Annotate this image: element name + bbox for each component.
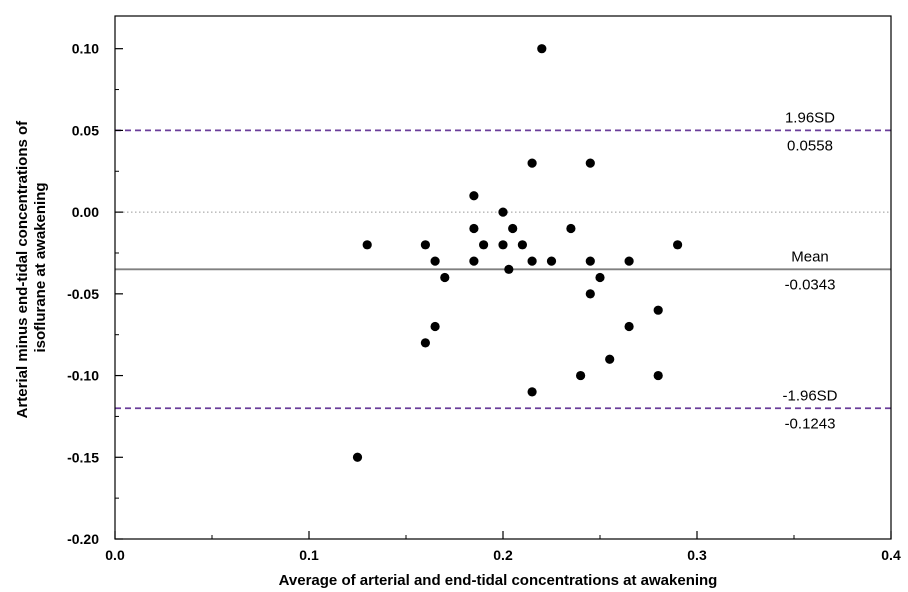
y-tick-label: 0.05 bbox=[72, 122, 99, 138]
data-point bbox=[362, 240, 372, 250]
y-tick-label: -0.15 bbox=[67, 449, 99, 465]
data-point bbox=[352, 452, 363, 462]
y-axis-title-line-1: Arterial minus end-tidal concentrations … bbox=[14, 120, 31, 419]
y-axis-title: Arterial minus end-tidal concentrations … bbox=[14, 117, 49, 419]
x-tick-label: 0.2 bbox=[493, 547, 513, 563]
upper-limit-label: 1.96SD bbox=[785, 109, 835, 126]
x-tick-label: 0.0 bbox=[105, 547, 125, 563]
data-point bbox=[546, 256, 557, 266]
upper-limit-value: 0.0558 bbox=[787, 137, 833, 154]
x-tick-label: 0.1 bbox=[299, 547, 319, 563]
data-point bbox=[576, 370, 586, 381]
plot-frame bbox=[114, 15, 892, 540]
data-point bbox=[585, 158, 595, 168]
mean-label: Mean bbox=[791, 248, 829, 265]
data-point bbox=[469, 191, 479, 201]
data-point bbox=[517, 240, 528, 250]
x-axis-ticks: 0.0 0.1 0.2 0.3 0.4 bbox=[105, 531, 901, 563]
data-point bbox=[498, 207, 508, 217]
data-point bbox=[469, 223, 479, 234]
data-point bbox=[537, 44, 547, 54]
lower-limit-value: -0.1243 bbox=[785, 415, 836, 432]
data-point bbox=[653, 305, 663, 315]
y-tick-label: 0.00 bbox=[72, 204, 99, 220]
reference-line-labels: 1.96SD 0.0558 Mean -0.0343 -1.96SD -0.1243 bbox=[782, 109, 837, 432]
reference-lines bbox=[115, 129, 891, 410]
data-point bbox=[566, 223, 576, 234]
data-point bbox=[469, 256, 479, 266]
data-point bbox=[508, 223, 518, 234]
data-point bbox=[504, 264, 514, 274]
data-point bbox=[527, 158, 537, 168]
x-tick-label: 0.4 bbox=[881, 547, 901, 563]
data-point bbox=[420, 240, 430, 250]
data-point bbox=[585, 289, 595, 299]
y-axis-title-line-2: isoflurane at awakening bbox=[32, 182, 49, 352]
data-points bbox=[352, 44, 683, 462]
data-point bbox=[673, 240, 683, 250]
data-point bbox=[430, 321, 440, 332]
data-point bbox=[595, 272, 605, 283]
data-point bbox=[440, 272, 450, 283]
data-point bbox=[479, 240, 489, 250]
lower-limit-label: -1.96SD bbox=[782, 387, 837, 404]
x-tick-label: 0.3 bbox=[687, 547, 707, 563]
data-point bbox=[605, 354, 615, 364]
data-point bbox=[653, 370, 663, 381]
data-point bbox=[624, 321, 634, 332]
data-point bbox=[430, 256, 440, 266]
x-axis-title: Average of arterial and end-tidal concen… bbox=[279, 572, 718, 589]
data-point bbox=[527, 387, 537, 397]
data-point bbox=[527, 256, 537, 266]
data-point bbox=[498, 240, 508, 250]
y-tick-label: 0.10 bbox=[72, 41, 99, 57]
y-tick-label: -0.05 bbox=[67, 286, 99, 302]
mean-value: -0.0343 bbox=[785, 276, 836, 293]
y-tick-label: -0.20 bbox=[67, 531, 99, 547]
data-point bbox=[585, 256, 595, 266]
data-point bbox=[420, 338, 430, 348]
y-axis-ticks: -0.20 -0.15 -0.10 -0.05 0.00 0.05 0.10 bbox=[67, 41, 123, 547]
y-tick-label: -0.10 bbox=[67, 368, 99, 384]
data-point bbox=[624, 256, 634, 266]
